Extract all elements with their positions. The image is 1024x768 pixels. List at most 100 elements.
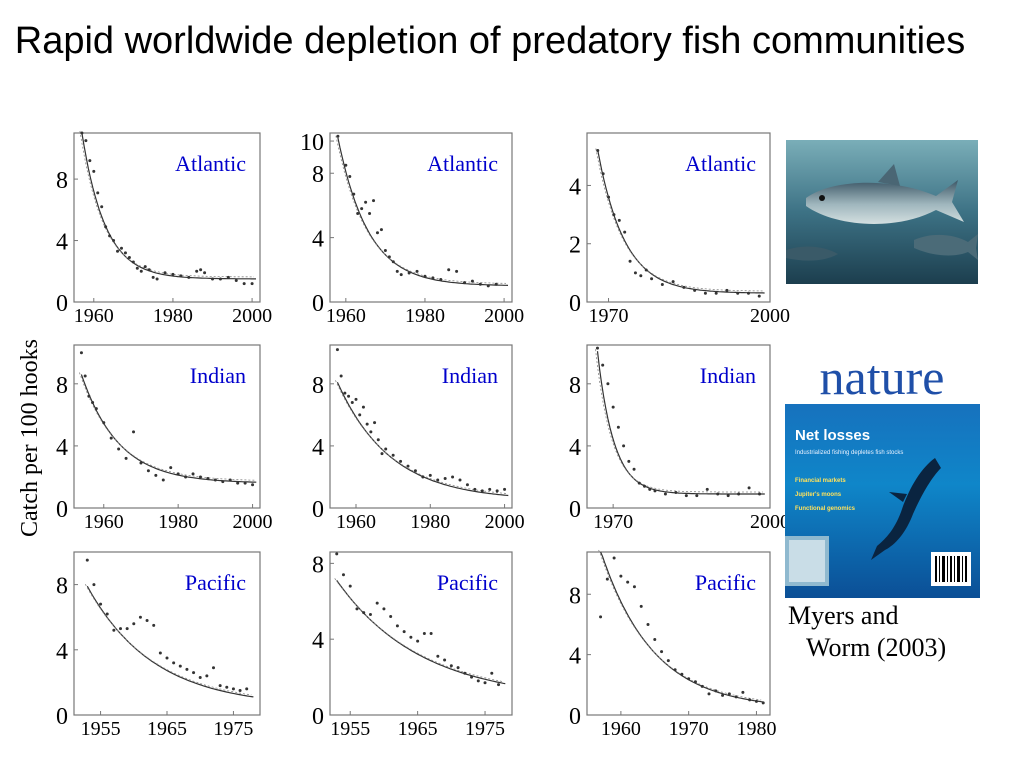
data-point	[389, 614, 393, 618]
data-point	[693, 680, 697, 684]
data-point	[746, 291, 750, 295]
x-tick-label: 1975	[465, 718, 505, 740]
y-tick-label: 10	[300, 130, 324, 156]
data-point	[92, 169, 96, 173]
data-point	[88, 159, 92, 163]
fit-curve	[596, 351, 765, 495]
data-point	[612, 556, 616, 560]
y-tick-label: 0	[312, 291, 324, 317]
x-tick-label: 1980	[153, 305, 193, 327]
data-point	[465, 483, 469, 487]
data-point	[443, 658, 447, 662]
series-name-label: Pacific	[695, 570, 756, 595]
data-point	[490, 671, 494, 675]
data-point	[104, 225, 108, 229]
data-point	[596, 148, 600, 152]
data-point	[637, 481, 641, 485]
data-point	[102, 421, 106, 425]
plot-frame	[586, 551, 771, 716]
data-point	[231, 687, 235, 691]
data-point	[455, 269, 459, 273]
data-point	[368, 211, 372, 215]
x-tick-label: 1980	[410, 511, 450, 533]
data-point	[373, 421, 377, 425]
data-point	[473, 487, 477, 491]
data-point	[163, 271, 167, 275]
data-point	[626, 580, 630, 584]
data-point	[123, 251, 127, 255]
data-point	[143, 265, 147, 269]
data-point	[653, 638, 657, 642]
nature-cover: nature Net losses Industrialized fishing…	[785, 346, 980, 598]
x-tick-label: 2000	[233, 511, 273, 533]
data-point	[151, 275, 155, 279]
x-tick-label: 1975	[213, 718, 253, 740]
x-tick-label: 1970	[669, 718, 709, 740]
data-point	[369, 430, 373, 434]
data-point	[663, 492, 667, 496]
y-tick-label: 0	[312, 497, 324, 523]
data-point	[245, 687, 249, 691]
y-tick-label: 8	[312, 552, 324, 578]
data-point	[463, 671, 467, 675]
data-point	[341, 573, 345, 577]
data-point	[622, 444, 626, 448]
data-point	[409, 635, 413, 639]
data-point	[87, 394, 91, 398]
cover-item: Financial markets	[795, 478, 846, 484]
data-point	[495, 489, 499, 493]
data-point	[100, 205, 104, 209]
data-point	[660, 283, 664, 287]
data-point	[368, 613, 372, 617]
data-point	[470, 279, 474, 283]
data-point	[633, 271, 637, 275]
fit-curve-dotted	[335, 380, 507, 494]
data-point	[595, 346, 599, 350]
data-point	[147, 268, 151, 272]
data-point	[639, 604, 643, 608]
data-point	[436, 654, 440, 658]
data-point	[447, 268, 451, 272]
data-point	[352, 192, 356, 196]
chart-panel: 0 4 8 1960 1980 2000 Atlantic	[56, 130, 272, 327]
data-point	[727, 692, 731, 696]
data-point	[238, 689, 242, 693]
data-point	[650, 277, 654, 281]
data-point	[451, 475, 455, 479]
data-point	[644, 268, 648, 272]
x-tick-label: 1955	[81, 718, 121, 740]
x-tick-label: 2000	[232, 305, 272, 327]
chart-panel: 0 4 8 1970 2000 Indian	[569, 344, 790, 533]
data-point	[108, 234, 112, 238]
data-point	[413, 469, 417, 473]
cover-headline: Net losses	[795, 427, 870, 444]
data-point	[754, 699, 758, 703]
data-point	[119, 627, 122, 631]
data-point	[605, 577, 609, 581]
data-point	[132, 430, 136, 434]
data-point	[347, 394, 351, 398]
data-point	[687, 677, 691, 681]
series-name-label: Indian	[700, 363, 756, 388]
data-point	[666, 659, 670, 663]
data-point	[203, 271, 207, 275]
data-point	[205, 674, 209, 678]
data-point	[632, 585, 636, 589]
data-point	[195, 269, 199, 273]
slide-title: Rapid worldwide depletion of predatory f…	[14, 20, 966, 62]
data-point	[671, 280, 675, 284]
data-point	[228, 478, 232, 482]
data-point	[358, 413, 362, 417]
tuna-photo	[786, 140, 978, 284]
data-point	[486, 284, 490, 288]
cover-subhead: Industrialized fishing depletes fish sto…	[795, 450, 903, 456]
data-point	[85, 558, 89, 562]
data-point	[355, 607, 359, 611]
x-tick-label: 1970	[589, 305, 629, 327]
data-point	[612, 213, 616, 217]
chart-panel: 0 4 8 10 1960 1980 2000 Atlantic	[300, 130, 524, 327]
data-point	[221, 480, 225, 484]
data-point	[380, 452, 384, 456]
y-tick-label: 4	[56, 230, 68, 256]
data-point	[395, 269, 399, 273]
